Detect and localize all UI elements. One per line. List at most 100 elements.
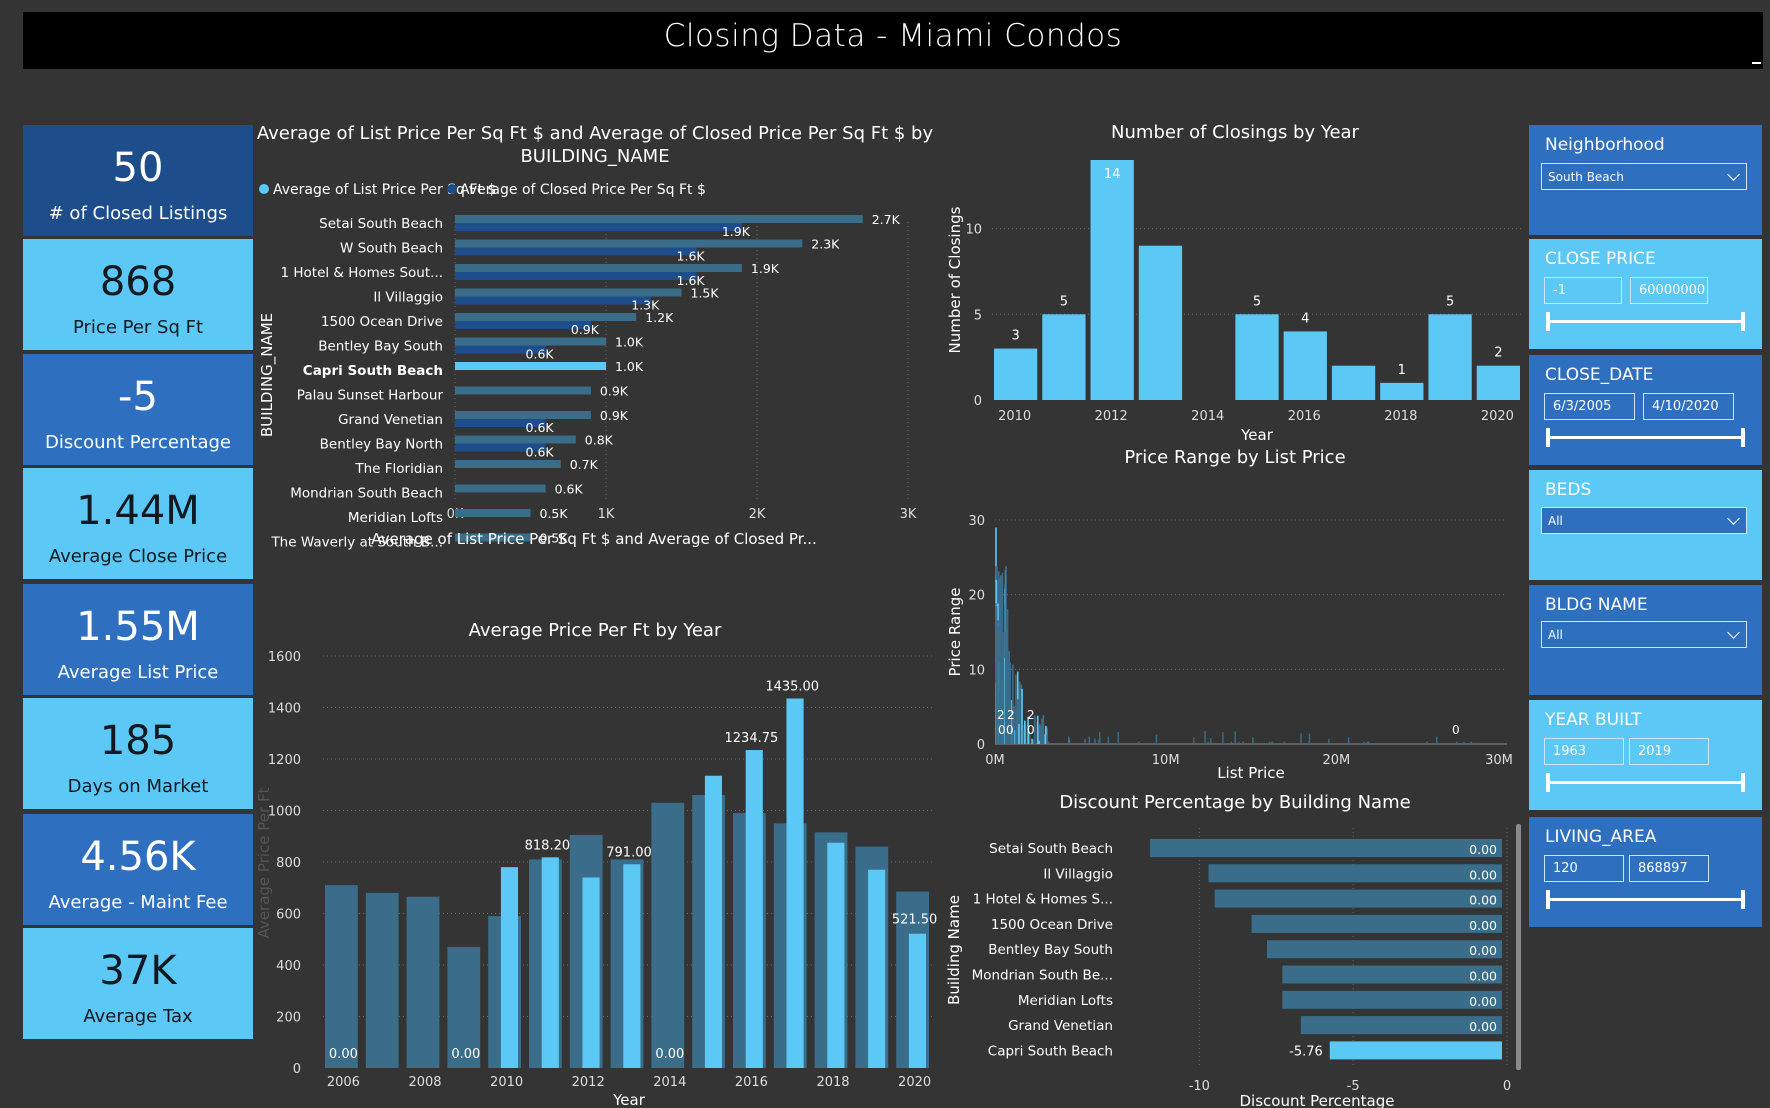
y-tick-label: 10 [965,223,982,238]
input-value: 120 [1553,861,1578,876]
list-price-bar [455,411,591,419]
price-range-bar [1193,737,1195,744]
slider-handle-min[interactable] [1546,428,1550,447]
slider-handle-max[interactable] [1741,428,1745,447]
slider-handle-max[interactable] [1741,890,1745,909]
bar-value-label: -5.76 [1289,1044,1323,1059]
y-tick-label: 200 [276,1011,301,1026]
kpi-card: 185 Days on Market [23,698,253,809]
category-label: 1500 Ocean Drive [991,917,1113,933]
living-area-min-input[interactable]: 120 [1544,855,1624,882]
bar-value-label: 0.00 [1469,969,1497,984]
category-label: The Floridian [354,461,443,477]
y-tick-label: 1000 [268,805,301,820]
close-date-slider[interactable] [1546,428,1745,447]
neighborhood-dropdown[interactable]: South Beach [1541,163,1747,190]
closings-bar [1235,314,1279,400]
discount-bar [1267,940,1502,959]
kpi-value: -5 [118,374,158,420]
year-built-slider[interactable] [1546,773,1745,792]
bldg-name-slicer: BLDG NAME All [1529,585,1762,695]
list-price-bar [455,533,531,542]
price-range-bar [1015,674,1017,744]
price-range-bar [1021,688,1023,744]
y-axis-title: Number of Closings [946,206,964,353]
close-price-max-input[interactable]: 60000000 [1630,277,1708,304]
x-tick-label: -5 [1347,1079,1360,1094]
closed-price-bar [455,321,591,329]
list-price-bar [455,362,606,370]
price-range-bar [1006,676,1008,744]
bldg-name-dropdown[interactable]: All [1541,621,1747,648]
list-price-bar [455,509,531,517]
x-tick-label: 2020 [1481,409,1514,424]
price-range-bar [998,626,1000,744]
close-price-min-input[interactable]: -1 [1544,277,1622,304]
price-range-bar [999,664,1002,744]
slider-handle-max[interactable] [1741,312,1745,331]
price-range-bar [1222,732,1224,744]
slider-handle-min[interactable] [1546,312,1550,331]
slicer-title: LIVING_AREA [1545,827,1657,847]
price-range-bar [1436,736,1438,744]
kpi-card: 1.55M Average List Price [23,584,253,695]
living-area-max-input[interactable]: 868897 [1629,855,1709,882]
discount-chart-title: Discount Percentage by Building Name [1059,792,1411,813]
price-range-bar [1047,741,1050,744]
category-label: Bentley Bay North [320,437,443,453]
discount-bar [1282,965,1502,984]
dashboard-title: Closing Data - Miami Condos [663,18,1123,54]
list-price-label: 0.8K [585,433,614,448]
price-range-chart-title: Price Range by List Price [1124,447,1346,468]
price-range-bar [1042,715,1045,744]
slider-handle-min[interactable] [1546,890,1550,909]
close-date-end-input[interactable]: 4/10/2020 [1643,393,1734,420]
price-range-bar [1300,733,1302,744]
list-price-bar [455,264,742,272]
x-tick-label: 30M [1485,753,1513,768]
beds-dropdown[interactable]: All [1541,507,1747,534]
input-value: -1 [1553,283,1566,298]
list-price-bar [455,484,546,493]
bar-value-label: 521.50 [892,913,938,928]
category-label: Meridian Lofts [348,510,443,526]
scrollbar[interactable] [1516,824,1521,1070]
category-label: Capri South Beach [988,1043,1113,1059]
y-axis-title: Price Range [946,588,964,677]
kpi-card: 868 Price Per Sq Ft [23,239,253,350]
year-built-max-input[interactable]: 2019 [1629,738,1709,765]
slider-handle-min[interactable] [1546,773,1550,792]
slider-handle-max[interactable] [1741,773,1745,792]
list-price-label: 1.9K [751,261,780,276]
minimize-marker[interactable] [1752,62,1761,64]
price-range-bar [1036,715,1039,744]
closed-price-bar [455,272,697,280]
bar-value-label: 1435.00 [765,679,819,694]
closed-price-bar [455,247,697,256]
close-price-slider[interactable] [1546,312,1745,331]
bar-value-label: 0.00 [1469,918,1497,933]
price-range-bar [1426,741,1428,744]
category-label: Il Villaggio [373,290,443,306]
x-tick-label: 2016 [1288,409,1321,424]
bar-value-label: 5 [1446,294,1454,309]
avg-price-bar-light [827,842,845,1068]
x-axis-title: Average of List Price Per Sq Ft $ and Av… [371,530,817,548]
slicer-title: CLOSE_DATE [1545,365,1654,385]
category-label: Il Villaggio [1043,866,1113,882]
input-value: 60000000 [1639,283,1706,298]
list-price-label: 2.7K [872,212,901,227]
price-range-bar [1004,631,1007,744]
x-tick-label: 3K [900,507,917,522]
avg-price-per-ft-chart: 0 200 400 600 800 1000 1200 1400 1600 0.00 0.00 818… [255,650,938,1108]
avg-price-bar-light [868,869,886,1068]
price-range-bar [1084,738,1086,744]
closed-price-bar [455,345,546,354]
year-built-min-input[interactable]: 1963 [1544,738,1624,765]
y-tick-label: 400 [276,959,301,974]
avg-price-bar-light [704,775,723,1068]
close-date-start-input[interactable]: 6/3/2005 [1544,393,1635,420]
kpi-label: Price Per Sq Ft [72,317,204,338]
category-label: 1 Hotel & Homes Sout... [281,265,444,281]
living-area-slider[interactable] [1546,890,1745,909]
